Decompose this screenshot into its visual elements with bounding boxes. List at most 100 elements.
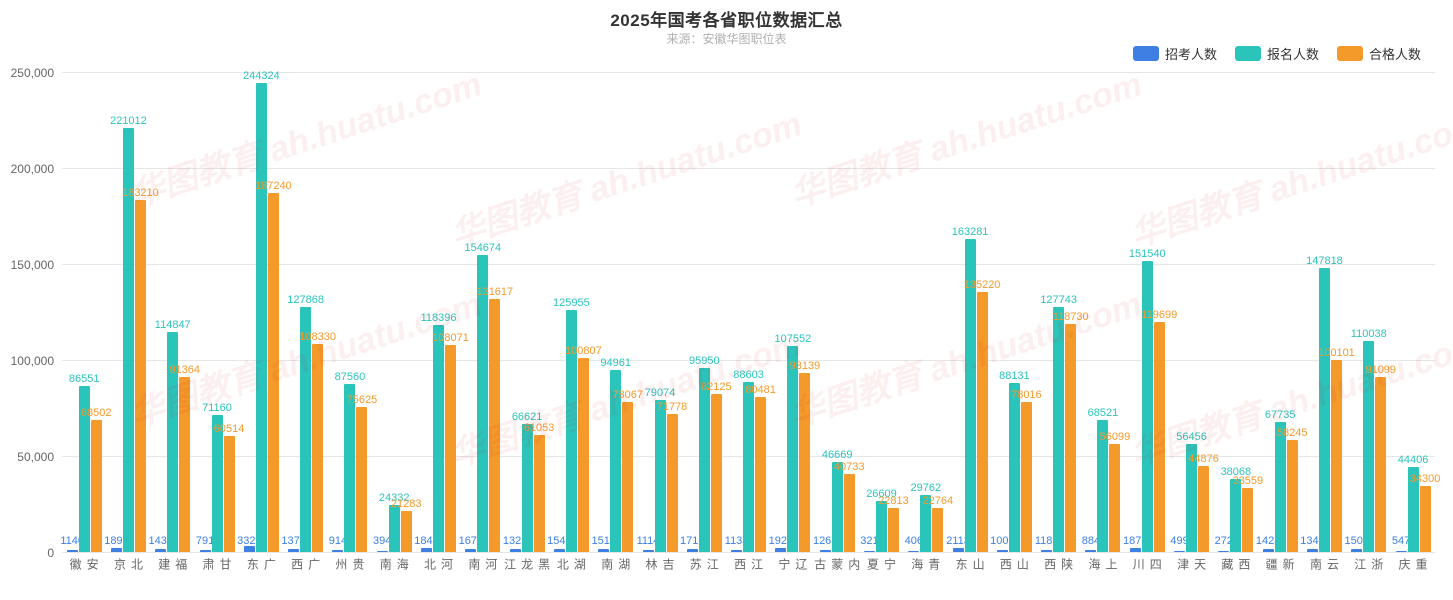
legend-item[interactable]: 报名人数 — [1235, 44, 1319, 63]
bar[interactable]: 108071 — [445, 345, 456, 552]
bar[interactable]: 147818 — [1319, 268, 1330, 552]
bar[interactable]: 1928 — [775, 548, 786, 552]
bar[interactable]: 1003 — [997, 550, 1008, 552]
bar[interactable]: 1543 — [554, 549, 565, 552]
bar[interactable]: 78067 — [622, 402, 633, 552]
bar[interactable]: 68502 — [91, 420, 102, 552]
bar[interactable]: 135220 — [977, 292, 988, 552]
legend-item[interactable]: 招考人数 — [1133, 44, 1217, 63]
bar[interactable]: 1513 — [598, 549, 609, 552]
bar[interactable]: 118730 — [1065, 324, 1076, 552]
bar[interactable]: 100807 — [578, 358, 589, 552]
bar[interactable]: 1504 — [1351, 549, 1362, 552]
bar[interactable]: 187240 — [268, 193, 279, 553]
bar-trio: 1378127868108330 — [286, 72, 324, 552]
bar[interactable]: 78016 — [1021, 402, 1032, 552]
bar-value-label: 244324 — [243, 70, 280, 82]
bar[interactable]: 80481 — [755, 397, 766, 552]
bar[interactable]: 40733 — [844, 474, 855, 552]
category-group: 3328244324187240广东 — [239, 72, 283, 552]
bar[interactable]: 244324 — [256, 83, 267, 552]
bar-value-label: 114847 — [155, 319, 191, 331]
bar[interactable]: 60514 — [224, 436, 235, 552]
bar[interactable]: 119699 — [1154, 322, 1165, 552]
legend-item[interactable]: 合格人数 — [1337, 44, 1421, 63]
bar-trio: 1543125955100807 — [552, 72, 590, 552]
bar[interactable]: 321 — [864, 551, 875, 552]
bar[interactable]: 46669 — [832, 462, 843, 552]
bar[interactable]: 154674 — [477, 255, 488, 552]
bar[interactable]: 1678 — [465, 549, 476, 552]
bar[interactable]: 67735 — [1275, 422, 1286, 552]
bar[interactable]: 1846 — [421, 548, 432, 552]
bar[interactable]: 24332 — [389, 505, 400, 552]
bar[interactable]: 406 — [908, 551, 919, 552]
bar[interactable]: 44876 — [1198, 466, 1209, 552]
bar[interactable]: 71778 — [667, 414, 678, 552]
bar[interactable]: 26609 — [876, 501, 887, 552]
grid-line: 0 — [62, 552, 1435, 553]
category-label: 天津 — [1175, 558, 1209, 570]
bar[interactable]: 22764 — [932, 508, 943, 552]
bar-trio: 1433 114847 91364 — [154, 72, 192, 552]
bar[interactable]: 1378 — [288, 549, 299, 552]
bar[interactable]: 1343 — [1307, 549, 1318, 552]
bar[interactable]: 91099 — [1375, 377, 1386, 552]
bar[interactable]: 791 — [200, 550, 211, 552]
bar[interactable]: 33559 — [1242, 488, 1253, 552]
bar-value-label: 221012 — [110, 115, 147, 127]
bar[interactable]: 88603 — [743, 382, 754, 552]
bar[interactable]: 1898 — [111, 548, 122, 552]
bar[interactable]: 1875 — [1130, 548, 1141, 552]
bar[interactable]: 127868 — [300, 307, 311, 553]
bar[interactable]: 100101 — [1331, 360, 1342, 552]
bar[interactable]: 22813 — [888, 508, 899, 552]
bar[interactable]: 272 — [1218, 551, 1229, 552]
bar[interactable]: 547 — [1396, 551, 1407, 552]
bar[interactable]: 1114 — [643, 550, 654, 552]
bar[interactable]: 95950 — [699, 368, 710, 552]
bar[interactable]: 108330 — [312, 344, 323, 552]
bar[interactable]: 56099 — [1109, 444, 1120, 552]
bar[interactable]: 1718 — [687, 549, 698, 552]
bar[interactable]: 66621 — [522, 424, 533, 552]
bar[interactable]: 79074 — [655, 400, 666, 552]
bar[interactable]: 127743 — [1053, 307, 1064, 552]
bar[interactable]: 71160 — [212, 415, 223, 552]
bar[interactable]: 88131 — [1009, 383, 1020, 552]
bar[interactable]: 131617 — [489, 299, 500, 552]
bar[interactable]: 1185 — [1041, 550, 1052, 552]
category-label: 四川 — [1130, 558, 1164, 570]
bar[interactable]: 87560 — [344, 384, 355, 552]
bar[interactable]: 1135 — [731, 550, 742, 552]
bar[interactable]: 394 — [377, 551, 388, 552]
bar[interactable]: 3328 — [244, 546, 255, 552]
bar[interactable]: 93139 — [799, 373, 810, 552]
bar[interactable]: 38068 — [1230, 479, 1241, 552]
bar[interactable]: 151540 — [1142, 261, 1153, 552]
bar[interactable]: 499 — [1174, 551, 1185, 552]
bar[interactable]: 118396 — [433, 325, 444, 552]
bar[interactable]: 91364 — [179, 377, 190, 552]
bar[interactable]: 82125 — [711, 394, 722, 552]
bar[interactable]: 75625 — [356, 407, 367, 552]
bar[interactable]: 884 — [1085, 550, 1096, 552]
bar-value-label: 163281 — [952, 226, 989, 238]
bar[interactable]: 1325 — [510, 549, 521, 552]
bar[interactable]: 2113 — [953, 548, 964, 552]
category-label: 辽宁 — [776, 558, 810, 570]
bar[interactable]: 107552 — [787, 346, 798, 552]
bar[interactable]: 1140 — [67, 550, 78, 552]
bar[interactable]: 61053 — [534, 435, 545, 552]
category-label: 河南 — [466, 558, 500, 570]
bar[interactable]: 21283 — [401, 511, 412, 552]
bar[interactable]: 1263 — [820, 550, 831, 552]
bar[interactable]: 1428 — [1263, 549, 1274, 552]
bar[interactable]: 34300 — [1420, 486, 1431, 552]
category-group: 143311484791364福建 — [151, 72, 195, 552]
bar[interactable]: 58245 — [1287, 440, 1298, 552]
bar[interactable]: 183210 — [135, 200, 146, 552]
category-label: 湖南 — [599, 558, 633, 570]
bar[interactable]: 1433 — [155, 549, 166, 552]
bar[interactable]: 914 — [332, 550, 343, 552]
